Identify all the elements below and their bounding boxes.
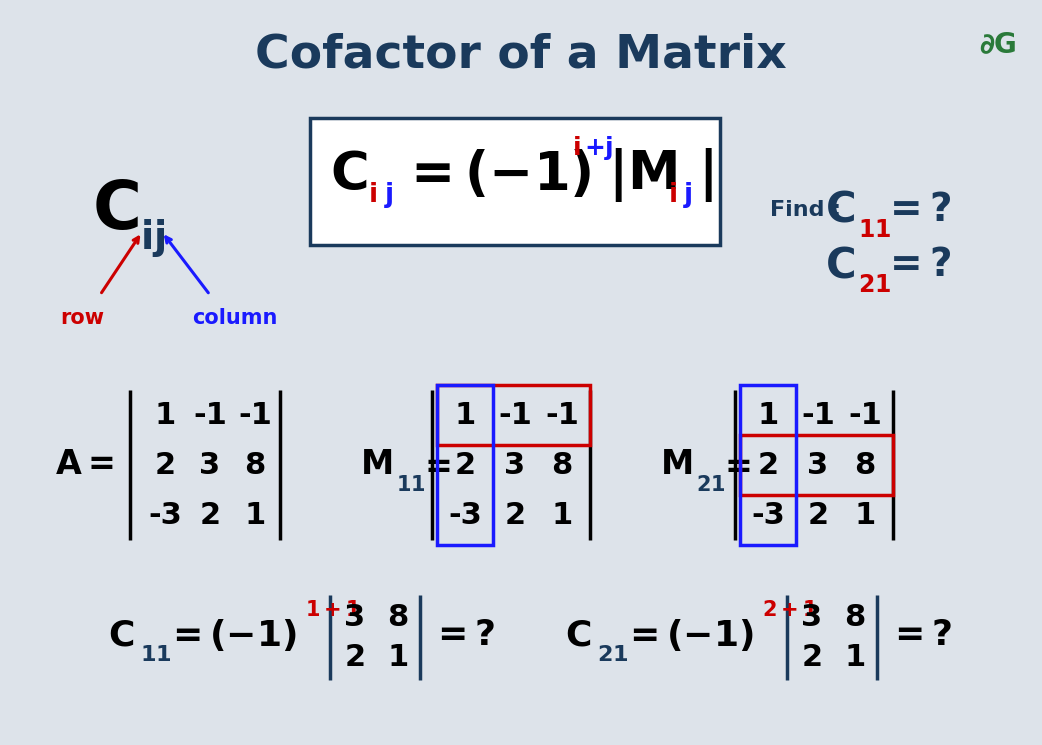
- Text: $\mathbf{M}$: $\mathbf{M}$: [359, 448, 392, 481]
- Text: 2: 2: [199, 501, 221, 530]
- Text: $\mathbf{21}$: $\mathbf{21}$: [858, 273, 891, 297]
- Text: $\mathbf{C}$: $\mathbf{C}$: [108, 618, 134, 652]
- Text: 1: 1: [844, 642, 866, 671]
- Text: 8: 8: [245, 451, 266, 480]
- Text: $\mathbf{= (-1)}$: $\mathbf{= (-1)}$: [400, 149, 592, 201]
- Text: $\mathbf{i}$: $\mathbf{i}$: [572, 136, 580, 160]
- Text: $\mathbf{C}$: $\mathbf{C}$: [825, 244, 854, 286]
- Text: $\mathbf{C}$: $\mathbf{C}$: [565, 618, 591, 652]
- Text: $\mathbf{i}$: $\mathbf{i}$: [668, 182, 677, 208]
- Text: row: row: [60, 308, 104, 328]
- Text: $\mathbf{|}$: $\mathbf{|}$: [698, 146, 713, 204]
- Text: $\mathbf{i}$: $\mathbf{i}$: [368, 182, 377, 208]
- Bar: [740, 385, 796, 545]
- Text: $\mathbf{21}$: $\mathbf{21}$: [597, 645, 628, 665]
- Text: 1: 1: [454, 401, 475, 430]
- Text: $\mathbf{11}$: $\mathbf{11}$: [140, 645, 172, 665]
- Text: -3: -3: [448, 501, 481, 530]
- Text: $\mathbf{11}$: $\mathbf{11}$: [396, 475, 425, 495]
- Text: $\mathbf{=}$: $\mathbf{=}$: [418, 448, 451, 481]
- Text: -3: -3: [751, 501, 785, 530]
- Text: 3: 3: [801, 603, 822, 632]
- Text: $\mathbf{1+1}$: $\mathbf{1+1}$: [305, 600, 361, 620]
- Text: 8: 8: [854, 451, 875, 480]
- Text: 1: 1: [245, 501, 266, 530]
- Text: $\mathbf{C}$: $\mathbf{C}$: [825, 189, 854, 231]
- Text: 1: 1: [154, 401, 176, 430]
- Text: $\mathbf{+j}$: $\mathbf{+j}$: [584, 134, 614, 162]
- Text: $\mathbf{A =}$: $\mathbf{A =}$: [55, 448, 114, 481]
- Text: 2: 2: [801, 642, 822, 671]
- Text: 3: 3: [504, 451, 525, 480]
- Circle shape: [965, 15, 1025, 75]
- Text: column: column: [193, 308, 277, 328]
- Text: Cofactor of a Matrix: Cofactor of a Matrix: [255, 33, 787, 77]
- Text: 1: 1: [758, 401, 778, 430]
- Text: -3: -3: [148, 501, 182, 530]
- Text: 2: 2: [154, 451, 175, 480]
- Text: $\mathbf{C}$: $\mathbf{C}$: [92, 177, 139, 243]
- Text: $\mathbf{ij}$: $\mathbf{ij}$: [141, 217, 166, 259]
- Text: -1: -1: [193, 401, 227, 430]
- Text: Find :: Find :: [770, 200, 841, 220]
- Bar: [437, 385, 493, 545]
- Bar: [437, 385, 590, 445]
- Text: 2: 2: [504, 501, 525, 530]
- Text: 2: 2: [758, 451, 778, 480]
- Text: 1: 1: [854, 501, 875, 530]
- Text: $\mathbf{j}$: $\mathbf{j}$: [683, 180, 693, 210]
- Text: ∂: ∂: [979, 31, 994, 59]
- Text: $\mathbf{=}$: $\mathbf{=}$: [718, 448, 751, 481]
- Bar: [311, 118, 720, 245]
- Bar: [740, 435, 893, 495]
- Text: 3: 3: [345, 603, 366, 632]
- Text: $\mathbf{= (-1)}$: $\mathbf{= (-1)}$: [165, 617, 297, 653]
- Text: 2: 2: [454, 451, 475, 480]
- Text: G: G: [994, 31, 1016, 59]
- Text: -1: -1: [848, 401, 882, 430]
- Text: $\mathbf{= ?}$: $\mathbf{= ?}$: [887, 618, 952, 652]
- Text: 2: 2: [345, 642, 366, 671]
- Text: 8: 8: [551, 451, 573, 480]
- Text: $\mathbf{j}$: $\mathbf{j}$: [384, 180, 394, 210]
- Text: -1: -1: [801, 401, 835, 430]
- Text: $\mathbf{C}$: $\mathbf{C}$: [330, 149, 368, 201]
- Text: $\mathbf{= (-1)}$: $\mathbf{= (-1)}$: [622, 617, 753, 653]
- Text: $\mathbf{= ?}$: $\mathbf{= ?}$: [882, 191, 951, 229]
- Text: $\mathbf{= ?}$: $\mathbf{= ?}$: [430, 618, 495, 652]
- Text: -1: -1: [545, 401, 579, 430]
- Text: $\mathbf{|M}$: $\mathbf{|M}$: [607, 146, 677, 204]
- Text: 1: 1: [551, 501, 573, 530]
- Text: -1: -1: [498, 401, 531, 430]
- Text: $\mathbf{2+1}$: $\mathbf{2+1}$: [762, 600, 817, 620]
- Text: $\mathbf{11}$: $\mathbf{11}$: [858, 218, 891, 242]
- Text: 2: 2: [808, 501, 828, 530]
- Text: 8: 8: [844, 603, 866, 632]
- Text: $\mathbf{= ?}$: $\mathbf{= ?}$: [882, 246, 951, 284]
- Text: 8: 8: [388, 603, 408, 632]
- Text: 3: 3: [808, 451, 828, 480]
- Text: -1: -1: [238, 401, 272, 430]
- Text: 3: 3: [199, 451, 221, 480]
- Text: 1: 1: [388, 642, 408, 671]
- Text: $\mathbf{21}$: $\mathbf{21}$: [696, 475, 725, 495]
- Text: $\mathbf{M}$: $\mathbf{M}$: [660, 448, 692, 481]
